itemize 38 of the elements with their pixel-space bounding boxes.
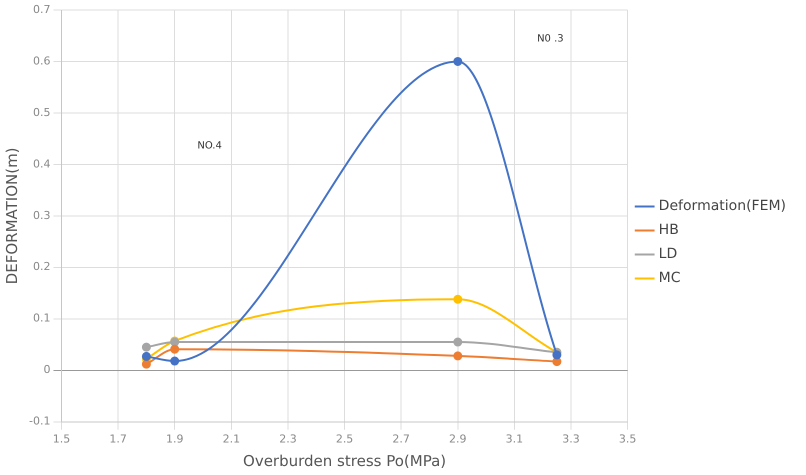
- y-tick-label: -0.1: [28, 414, 50, 428]
- x-tick-label: 2.5: [336, 432, 354, 446]
- x-tick-label: 1.9: [166, 432, 184, 446]
- x-tick-label: 2.1: [222, 432, 240, 446]
- x-tick-label: 3.1: [506, 432, 524, 446]
- legend-label: HB: [658, 222, 679, 238]
- x-tick-label: 1.5: [52, 432, 70, 446]
- y-tick-label: 0.2: [32, 260, 50, 274]
- point: [142, 360, 151, 369]
- y-tick-label: 0.7: [32, 2, 50, 16]
- annotation: NO.4: [197, 140, 222, 152]
- point: [170, 356, 180, 366]
- x-tick-label: 1.7: [109, 432, 127, 446]
- y-tick-label: 0.4: [32, 157, 50, 170]
- x-axis-title: Overburden stress Po(MPa): [243, 452, 446, 470]
- point: [453, 56, 462, 66]
- point: [142, 342, 151, 352]
- point: [170, 344, 180, 354]
- point: [453, 351, 462, 360]
- point: [142, 352, 151, 361]
- x-tick-label: 3.3: [562, 432, 580, 446]
- x-tick-label: 3.5: [618, 432, 636, 446]
- point: [453, 294, 462, 304]
- y-axis-title: DEFORMATION(m): [2, 147, 21, 284]
- legend-label: MC: [658, 270, 681, 286]
- y-tick-label: 0.1: [32, 312, 50, 325]
- annotation: N0 .3: [537, 33, 564, 44]
- legend-label: LD: [658, 246, 678, 262]
- x-tick-label: 2.3: [279, 432, 297, 446]
- y-tick-label: 0.3: [32, 208, 50, 222]
- y-tick-label: 0.5: [32, 106, 50, 119]
- x-tick-label: 2.9: [449, 432, 467, 446]
- y-tick-label: 0.6: [32, 54, 50, 68]
- legend-label: Deformation(FEM): [658, 198, 786, 214]
- point: [552, 350, 562, 360]
- y-tick-label: 0: [43, 363, 50, 376]
- point: [453, 338, 462, 347]
- x-tick-label: 2.7: [392, 432, 410, 446]
